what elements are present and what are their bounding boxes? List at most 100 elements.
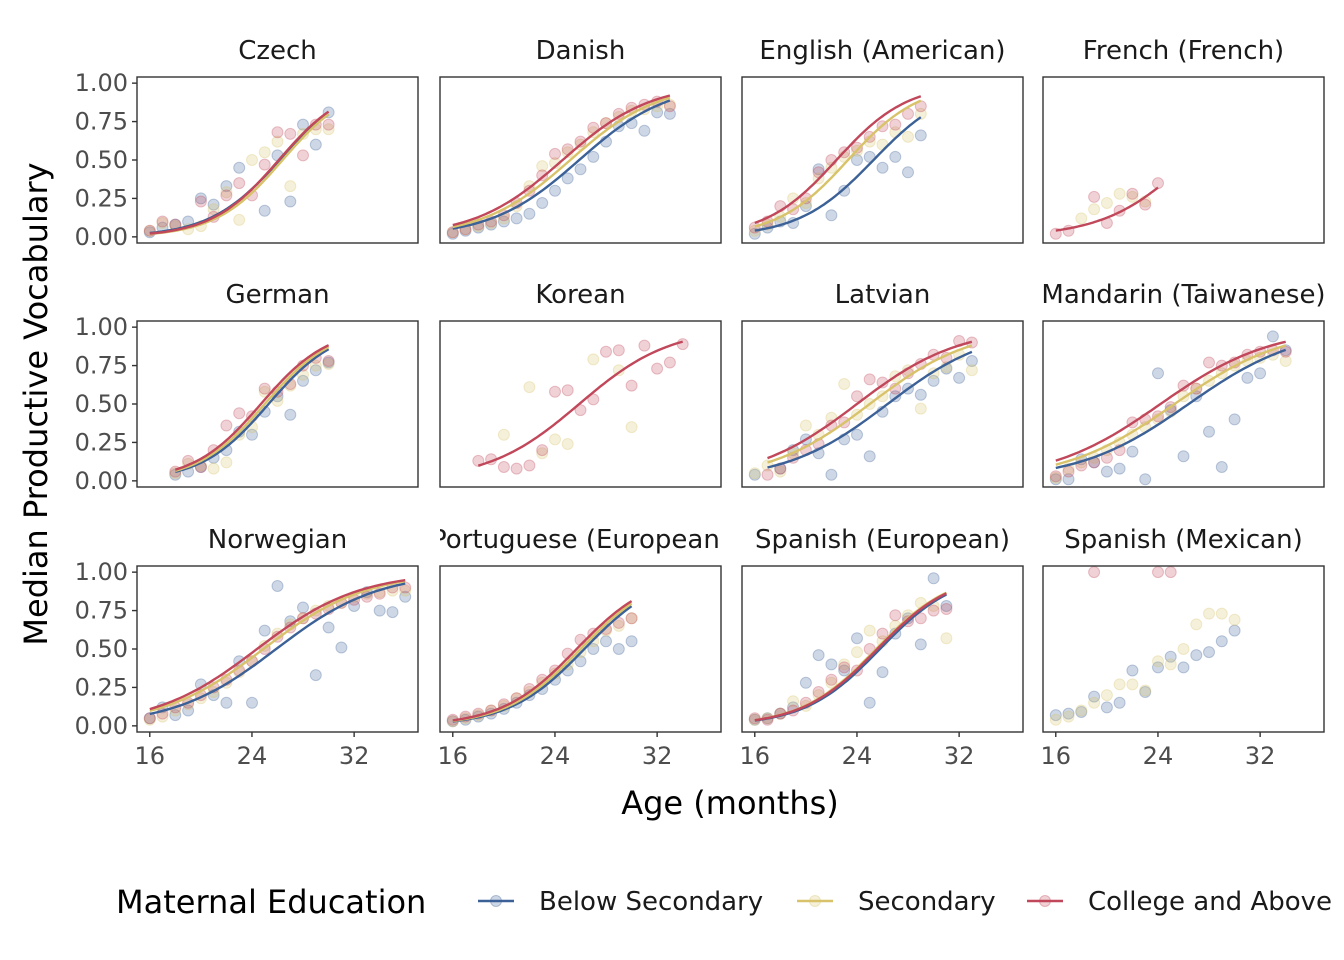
data-point-secondary — [851, 646, 863, 659]
x-tick-label: 24 — [1143, 742, 1174, 770]
data-point-secondary — [625, 612, 638, 625]
points-group — [143, 106, 335, 239]
data-point-college — [322, 355, 335, 367]
panel-portuguese-european: Portuguese (European) 16 24 32 — [437, 526, 722, 770]
legend-key-point — [1039, 895, 1051, 907]
data-point-below — [889, 150, 902, 163]
data-point-college — [1126, 187, 1139, 200]
data-point-below — [1062, 707, 1075, 720]
points-group — [169, 344, 335, 481]
y-tick-label: 0.50 — [75, 635, 128, 663]
fit-line-college — [149, 579, 406, 711]
data-point-below — [271, 580, 284, 592]
panel-border — [741, 76, 1024, 244]
data-point-college — [258, 382, 271, 395]
data-point-below — [297, 118, 309, 131]
data-point-below — [965, 355, 978, 367]
panel-title: Danish — [536, 36, 626, 66]
data-point-below — [838, 184, 851, 197]
data-point-college — [284, 127, 297, 140]
y-tick-label: 1.00 — [75, 558, 128, 586]
panel-title: Norwegian — [208, 525, 347, 555]
data-point-secondary — [322, 123, 335, 136]
data-point-below — [863, 450, 876, 463]
data-point-secondary — [1049, 471, 1062, 484]
data-point-college — [1203, 356, 1215, 369]
data-point-below — [309, 364, 322, 377]
data-point-college — [1152, 566, 1164, 579]
data-point-below — [812, 649, 825, 662]
data-point-below — [587, 643, 600, 655]
y-axis-title: Median Productive Vocabulary — [17, 162, 55, 645]
legend-key-point — [809, 895, 821, 907]
data-point-college — [587, 393, 600, 406]
data-point-college — [1164, 566, 1177, 579]
data-point-college — [940, 603, 953, 615]
panel-czech: Czech 0.00 0.25 0.50 0.75 1.00 — [75, 37, 419, 251]
data-point-college — [233, 177, 246, 190]
data-point-secondary — [940, 632, 953, 645]
data-point-secondary — [246, 154, 258, 166]
y-tick-label: 1.00 — [75, 313, 128, 341]
data-point-below — [182, 704, 195, 717]
data-point-secondary — [1177, 643, 1190, 655]
data-point-college — [510, 462, 523, 475]
data-point-below — [851, 428, 863, 441]
data-point-below — [799, 676, 812, 689]
fit-line-below — [767, 350, 973, 469]
fit-line-secondary — [754, 99, 922, 228]
data-point-below — [220, 696, 233, 709]
data-point-below — [1203, 425, 1215, 438]
fit-line-below — [452, 99, 671, 230]
data-point-college — [220, 419, 233, 432]
data-point-secondary — [1100, 689, 1113, 702]
data-point-secondary — [914, 402, 927, 415]
data-point-below — [851, 632, 863, 645]
data-point-college — [927, 604, 940, 617]
data-point-college — [536, 444, 549, 457]
data-point-below — [574, 163, 587, 176]
data-point-college — [663, 356, 676, 369]
fit-line-secondary — [1055, 344, 1287, 466]
x-tick-label: 32 — [642, 742, 673, 770]
data-point-secondary — [207, 203, 220, 216]
y-tick-label: 0.75 — [75, 108, 128, 136]
data-point-college — [1139, 198, 1152, 211]
data-point-secondary — [1075, 704, 1088, 717]
data-point-college — [523, 459, 536, 472]
data-point-college — [851, 390, 863, 403]
data-point-secondary — [220, 456, 233, 469]
x-tick-label: 32 — [339, 742, 370, 770]
data-point-below — [663, 107, 676, 120]
data-point-college — [838, 661, 851, 674]
panel-border — [1042, 565, 1325, 733]
data-point-college — [1062, 465, 1075, 478]
data-point-secondary — [399, 584, 412, 597]
data-point-college — [799, 192, 812, 205]
data-point-secondary — [838, 658, 851, 671]
data-point-below — [1203, 646, 1215, 659]
data-point-below — [297, 374, 309, 387]
data-point-below — [309, 138, 322, 151]
data-point-secondary — [902, 130, 914, 143]
fit-line-below — [754, 593, 947, 722]
panel-latvian: Latvian — [741, 281, 1024, 488]
data-point-college — [156, 215, 169, 228]
points-group — [472, 338, 689, 475]
data-point-below — [825, 209, 838, 222]
data-point-college — [748, 221, 761, 234]
x-tick-label: 32 — [1245, 742, 1276, 770]
data-point-college — [676, 338, 689, 351]
data-point-below — [1062, 473, 1075, 486]
data-point-secondary — [799, 419, 812, 432]
data-point-college — [851, 141, 863, 154]
fit-line-below — [149, 582, 406, 716]
points-group — [446, 94, 676, 240]
fit-line-college — [477, 340, 684, 467]
data-point-below — [1049, 709, 1062, 722]
panel-norwegian: Norwegian 0.00 0.25 0.50 0.75 1.00 16 24 32 — [75, 525, 419, 770]
data-point-secondary — [914, 107, 927, 120]
data-point-secondary — [549, 433, 561, 446]
points-group — [143, 579, 412, 726]
